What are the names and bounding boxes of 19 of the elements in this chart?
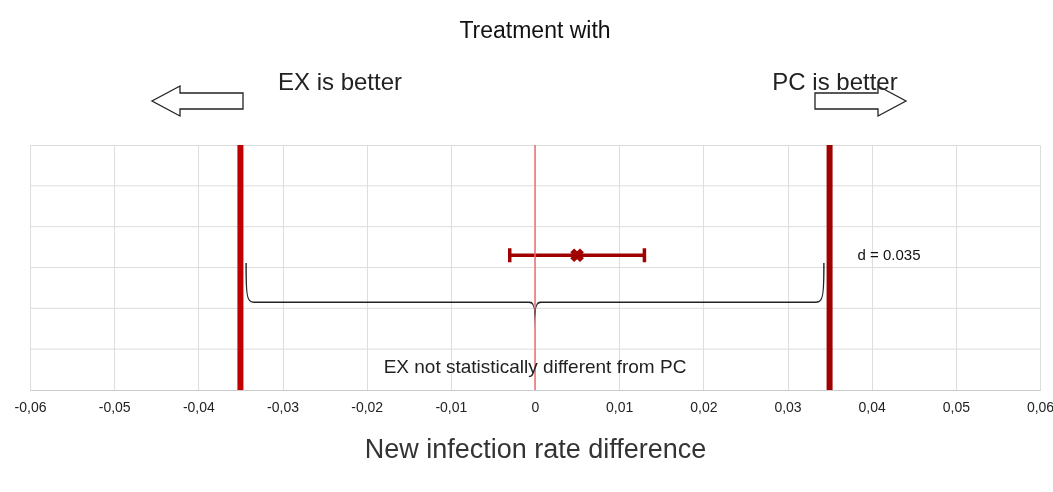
x-tick-label: 0,05	[942, 398, 971, 415]
x-tick-label: -0,05	[98, 398, 131, 415]
text: EX is better	[277, 68, 403, 95]
x-axis-title: New infection rate difference	[364, 433, 707, 464]
x-tick-label: -0,06	[14, 398, 47, 415]
chart-title: Treatment with	[459, 17, 611, 43]
x-tick-label: -0,02	[351, 398, 384, 415]
x-tick-label: 0	[531, 398, 540, 415]
x-tick-label: 0,01	[606, 398, 634, 415]
annotation: EX not statistically different from PC	[383, 356, 687, 377]
x-tick-label: 0,06	[1026, 398, 1053, 415]
x-tick-label: 0,03	[774, 398, 802, 415]
x-tick-label: 0,04	[858, 398, 886, 415]
x-tick-label: -0,03	[267, 398, 300, 415]
x-tick-label: -0,01	[435, 398, 468, 415]
ref-line-label: d = 0.035	[857, 246, 921, 263]
x-tick-label: -0,04	[182, 398, 215, 415]
text: PC is better	[772, 68, 898, 95]
x-tick-label: 0,02	[690, 398, 718, 415]
